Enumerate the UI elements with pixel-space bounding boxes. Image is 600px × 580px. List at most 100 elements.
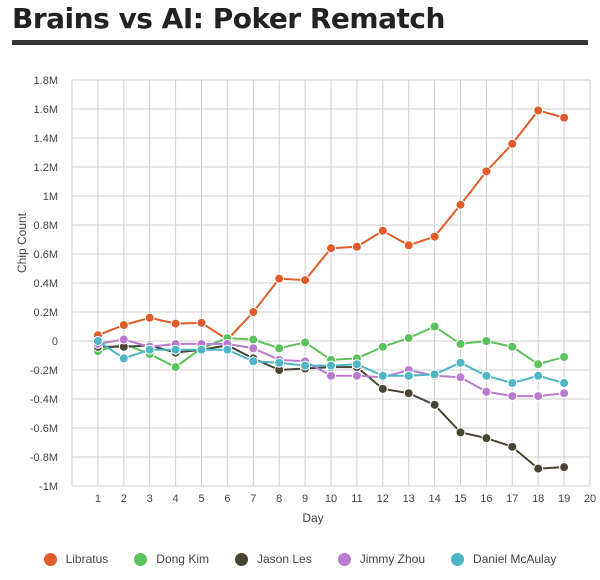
data-point[interactable] — [326, 360, 336, 371]
data-point[interactable] — [429, 399, 440, 410]
x-tick-label: 19 — [558, 493, 570, 505]
y-tick-label: 0.2M — [34, 307, 58, 319]
data-point[interactable] — [196, 344, 207, 355]
data-point[interactable] — [455, 427, 466, 438]
y-tick-label: 1.2M — [34, 162, 58, 174]
y-tick-label: 1.4M — [34, 133, 58, 145]
data-point[interactable] — [351, 370, 362, 381]
y-tick-label: 1.8M — [34, 75, 58, 87]
x-tick-label: 2 — [121, 493, 127, 505]
data-point[interactable] — [455, 199, 466, 210]
data-point[interactable] — [559, 462, 570, 473]
data-point[interactable] — [118, 353, 129, 364]
data-point[interactable] — [481, 370, 492, 381]
data-point[interactable] — [377, 370, 388, 381]
y-tick-label: -0.4M — [30, 394, 58, 406]
y-tick-label: 1.6M — [34, 104, 58, 116]
data-point[interactable] — [300, 337, 311, 348]
data-point[interactable] — [533, 391, 544, 402]
data-point[interactable] — [300, 275, 311, 286]
data-point[interactable] — [481, 166, 492, 177]
data-point[interactable] — [170, 318, 181, 329]
data-point[interactable] — [118, 320, 129, 331]
data-point[interactable] — [429, 321, 440, 332]
legend-swatch — [451, 552, 465, 566]
data-point[interactable] — [533, 463, 544, 474]
data-point[interactable] — [377, 341, 388, 352]
data-point[interactable] — [455, 372, 466, 383]
x-tick-label: 12 — [377, 493, 389, 505]
legend-swatch — [234, 552, 248, 566]
data-point[interactable] — [377, 383, 388, 394]
data-point[interactable] — [533, 359, 544, 370]
legend-swatch — [43, 552, 57, 566]
data-point[interactable] — [248, 307, 259, 317]
y-tick-label: 0.6M — [34, 249, 58, 261]
legend-item-dong-kim[interactable]: Dong Kim — [134, 552, 209, 566]
data-point[interactable] — [274, 343, 285, 354]
data-point[interactable] — [274, 357, 285, 368]
legend-item-libratus[interactable]: Libratus — [43, 552, 108, 566]
data-point[interactable] — [351, 359, 362, 370]
data-point[interactable] — [274, 273, 285, 284]
data-point[interactable] — [196, 317, 207, 328]
legend-item-daniel-mcaulay[interactable]: Daniel McAulay — [451, 552, 556, 566]
data-point[interactable] — [481, 433, 492, 444]
data-point[interactable] — [507, 441, 518, 452]
data-point[interactable] — [533, 370, 544, 381]
data-point[interactable] — [403, 370, 414, 381]
data-point[interactable] — [559, 351, 570, 362]
data-point[interactable] — [559, 112, 570, 123]
data-point[interactable] — [455, 357, 466, 368]
x-tick-label: 8 — [276, 493, 282, 505]
x-tick-label: 17 — [506, 493, 518, 505]
data-point[interactable] — [351, 241, 362, 252]
data-point[interactable] — [248, 356, 259, 367]
legend-item-jason-les[interactable]: Jason Les — [234, 552, 312, 566]
data-point[interactable] — [170, 344, 181, 355]
data-point[interactable] — [481, 336, 492, 346]
data-point[interactable] — [429, 369, 440, 380]
data-point[interactable] — [559, 388, 570, 399]
legend-label: Dong Kim — [156, 552, 209, 566]
data-point[interactable] — [403, 333, 414, 344]
data-point[interactable] — [377, 225, 388, 236]
data-point[interactable] — [144, 312, 155, 323]
data-point[interactable] — [481, 386, 492, 397]
legend-item-jimmy-zhou[interactable]: Jimmy Zhou — [337, 552, 425, 566]
data-point[interactable] — [326, 370, 336, 381]
data-point[interactable] — [403, 240, 414, 251]
data-point[interactable] — [300, 360, 311, 371]
data-point[interactable] — [92, 336, 103, 346]
x-tick-label: 5 — [198, 493, 204, 505]
x-tick-label: 1 — [95, 493, 101, 505]
data-point[interactable] — [248, 343, 259, 354]
legend-label: Daniel McAulay — [473, 552, 557, 566]
data-point[interactable] — [455, 338, 466, 349]
page-title: Brains vs AI: Poker Rematch — [12, 2, 445, 35]
data-point[interactable] — [533, 105, 544, 116]
data-point[interactable] — [507, 341, 518, 352]
data-point[interactable] — [403, 388, 414, 399]
chart-legend: Libratus Dong Kim Jason Les Jimmy Zhou Danie… — [0, 552, 600, 566]
data-point[interactable] — [559, 378, 570, 389]
data-point[interactable] — [170, 362, 181, 373]
data-point[interactable] — [118, 334, 129, 345]
x-tick-label: 9 — [302, 493, 308, 505]
y-tick-label: -0.8M — [30, 452, 58, 464]
y-axis-ticks: 1.8M 1.6M 1.4M 1.2M 1M 0.8M 0.6M 0.4M 0.2M 0 -0.2M… — [30, 75, 58, 493]
x-tick-label: 13 — [403, 493, 415, 505]
data-point[interactable] — [507, 378, 518, 389]
data-point[interactable] — [429, 231, 440, 242]
x-axis-ticks: 1 2 3 4 5 6 7 8 9 10 11 12 13 14 15 16 17 18 19 20 — [95, 493, 596, 505]
data-point[interactable] — [326, 243, 336, 254]
y-axis-label: Chip Count — [15, 212, 29, 273]
data-point[interactable] — [222, 344, 233, 355]
data-point[interactable] — [248, 334, 259, 345]
data-point[interactable] — [507, 138, 518, 149]
legend-label: Jason Les — [256, 552, 312, 566]
data-point[interactable] — [144, 344, 155, 355]
y-tick-label: 0.8M — [34, 220, 58, 232]
data-point[interactable] — [507, 391, 518, 402]
series-libratus — [92, 105, 570, 345]
